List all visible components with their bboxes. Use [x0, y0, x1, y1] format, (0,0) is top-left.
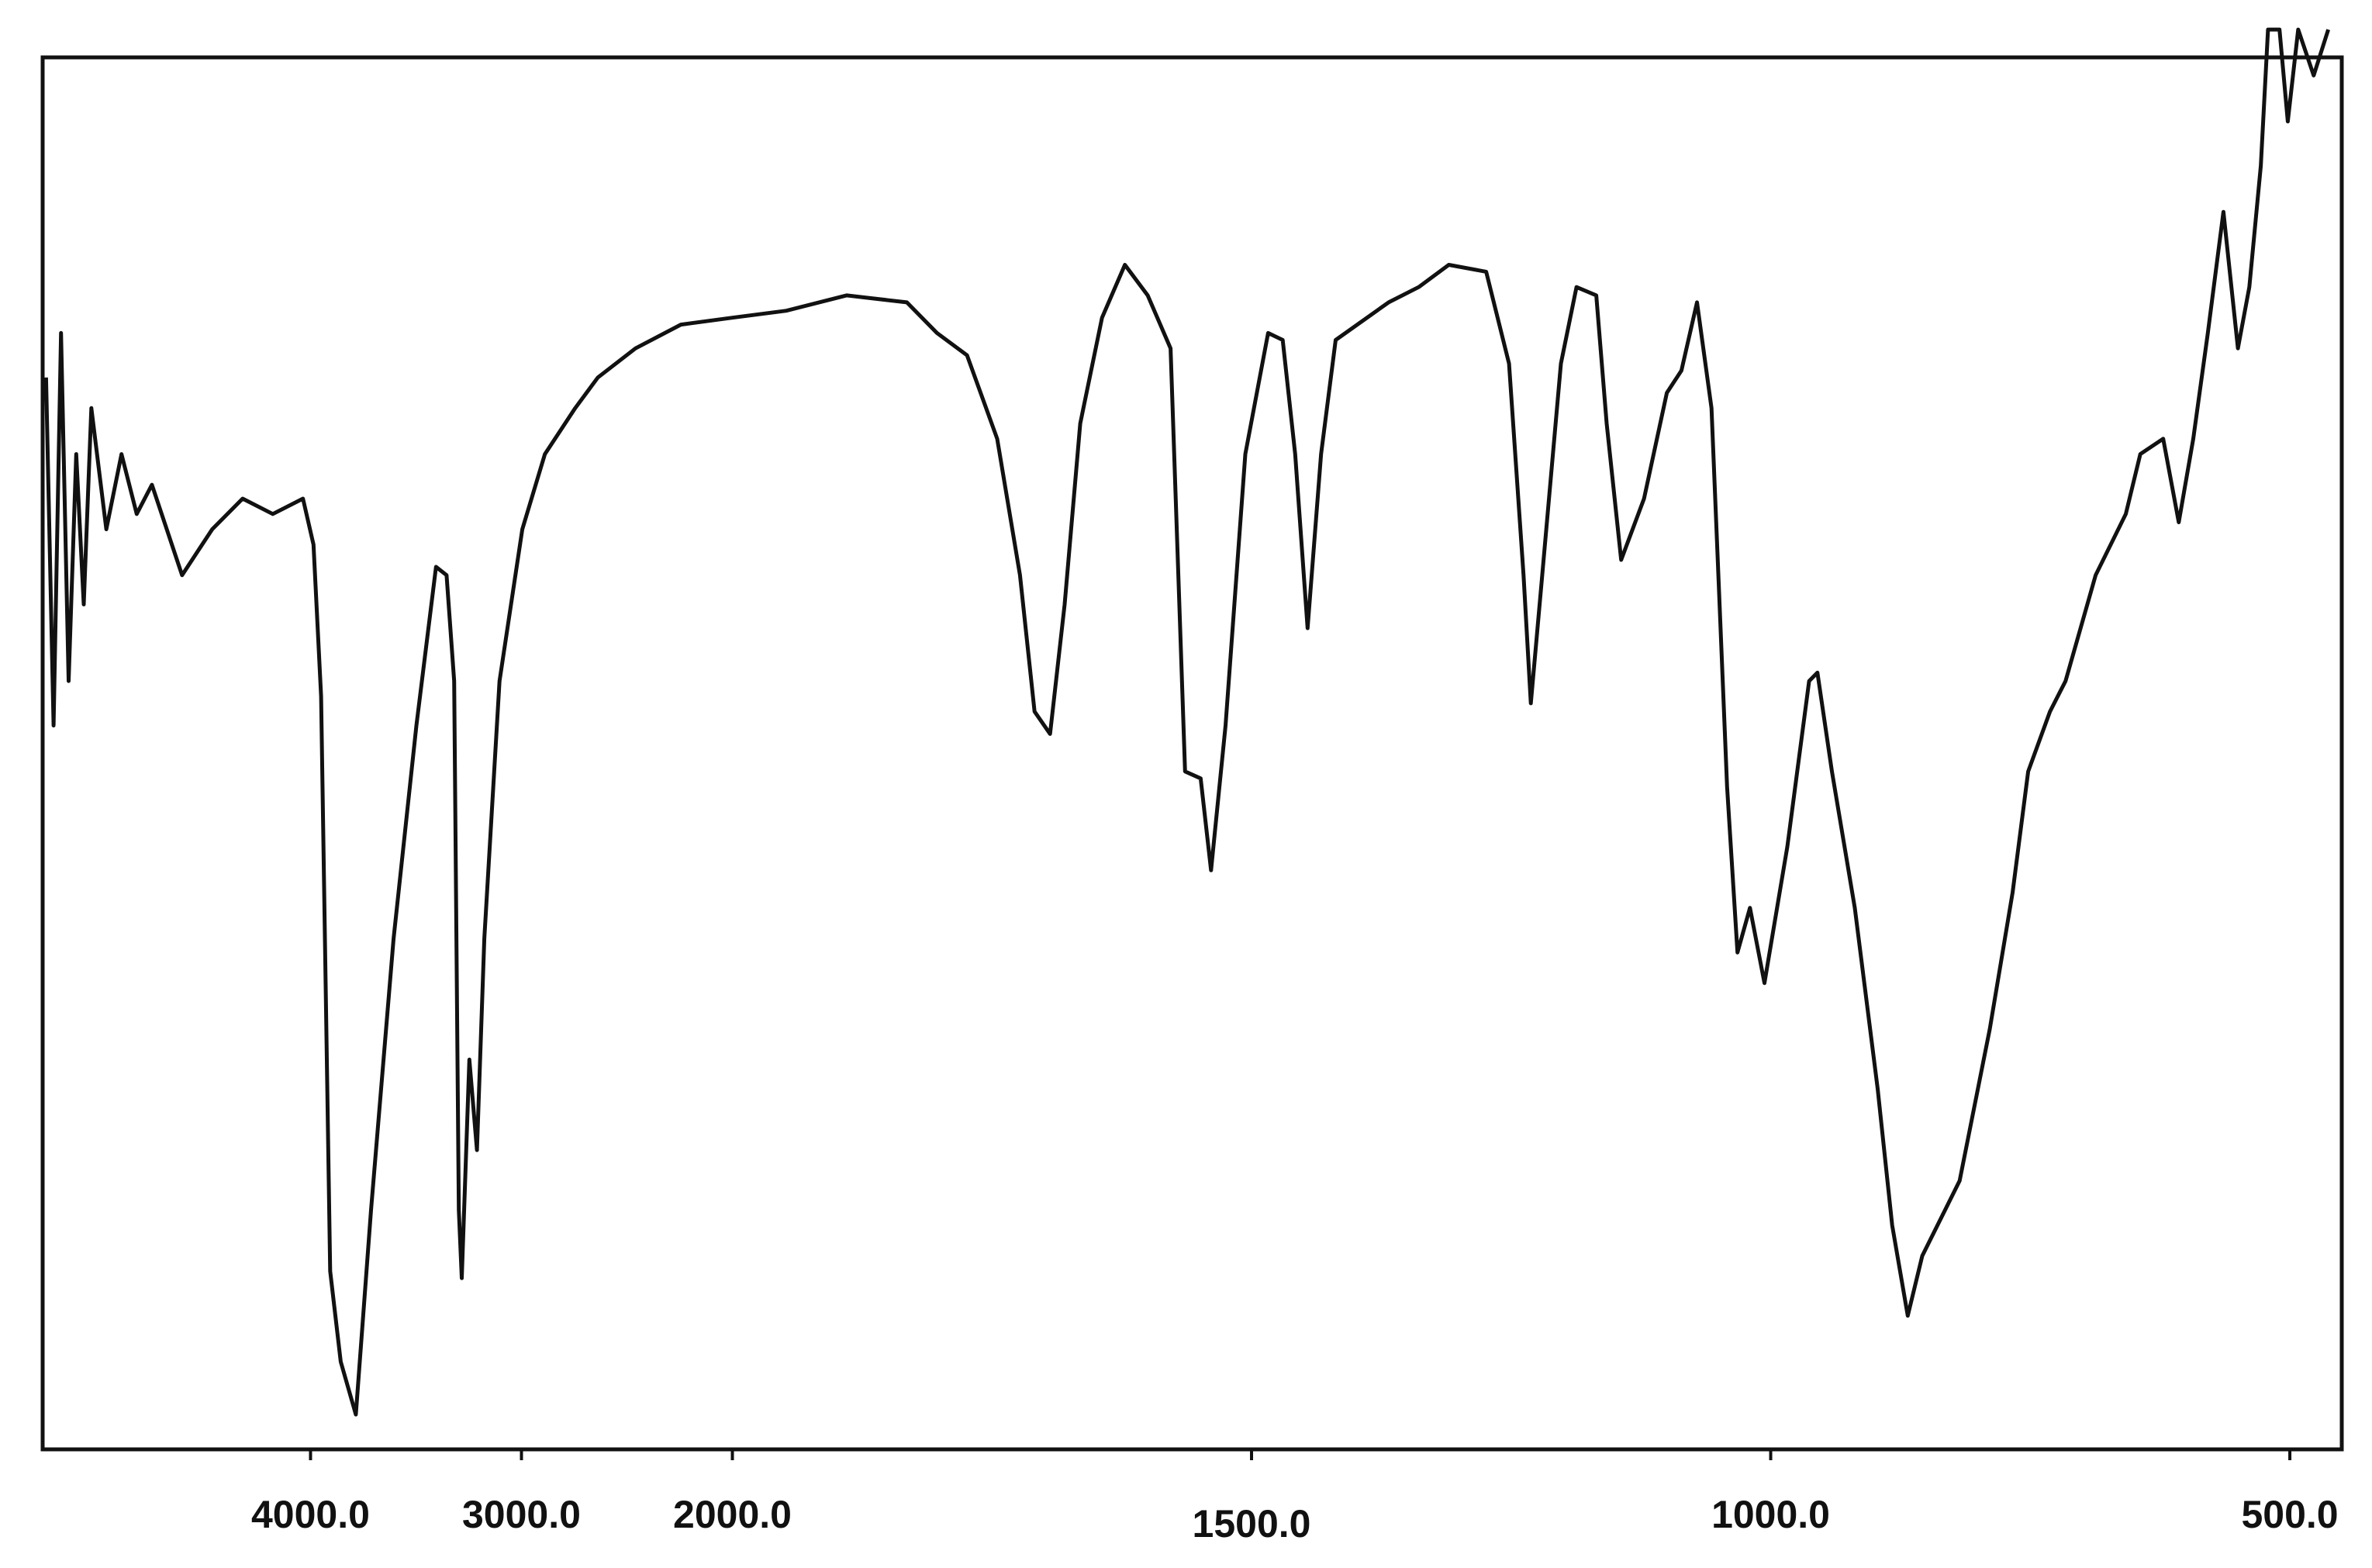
- plot-frame: [40, 55, 2344, 1452]
- x-tick-label: 2000.0: [673, 1493, 792, 1536]
- x-tick-label: 3000.0: [462, 1493, 581, 1536]
- x-tick-label: 1000.0: [1711, 1493, 1830, 1536]
- x-tick-label: 1500.0: [1193, 1502, 1311, 1546]
- x-tick-label: 4000.0: [251, 1493, 370, 1536]
- spectrum-line: [43, 27, 2330, 1417]
- x-tick-label: 500.0: [2241, 1493, 2338, 1536]
